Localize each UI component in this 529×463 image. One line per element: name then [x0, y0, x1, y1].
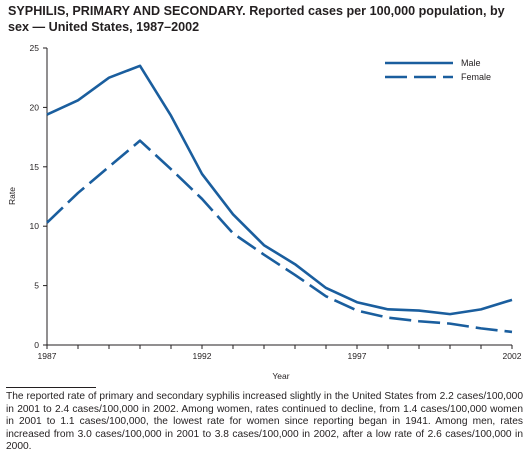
y-tick-label: 25: [30, 43, 40, 53]
chart-series: [46, 64, 513, 334]
legend-label-female: Female: [461, 72, 491, 82]
x-tick-label: 1987: [38, 351, 57, 361]
footnote-divider: [6, 387, 96, 388]
line-chart: 0 5 10 15 20 25 1987 1992 1997 2002 Male Female Ra…: [7, 43, 522, 381]
x-tick-label: 2002: [503, 351, 522, 361]
chart-legend: Male Female: [385, 58, 491, 82]
chart-axes: 0 5 10 15 20 25 1987 1992 1997 2002: [30, 43, 522, 361]
chart-title-rest: Reported cases per 100,000 population, b…: [8, 4, 505, 34]
x-axis-label: Year: [272, 371, 289, 381]
legend-label-male: Male: [461, 58, 481, 68]
y-tick-label: 5: [34, 281, 39, 291]
chart-title: SYPHILIS, PRIMARY AND SECONDARY. Reporte…: [8, 3, 523, 35]
y-tick-label: 10: [30, 221, 40, 231]
x-tick-label: 1997: [348, 351, 367, 361]
chart-title-bold: SYPHILIS, PRIMARY AND SECONDARY.: [8, 4, 246, 18]
y-tick-label: 15: [30, 162, 40, 172]
y-tick-label: 0: [34, 340, 39, 350]
series-line-male: [46, 64, 513, 316]
series-line-female: [46, 139, 513, 334]
footnote-text: The reported rate of primary and seconda…: [6, 391, 523, 453]
x-tick-label: 1992: [193, 351, 212, 361]
y-tick-label: 20: [30, 102, 40, 112]
y-axis-label: Rate: [7, 187, 17, 205]
